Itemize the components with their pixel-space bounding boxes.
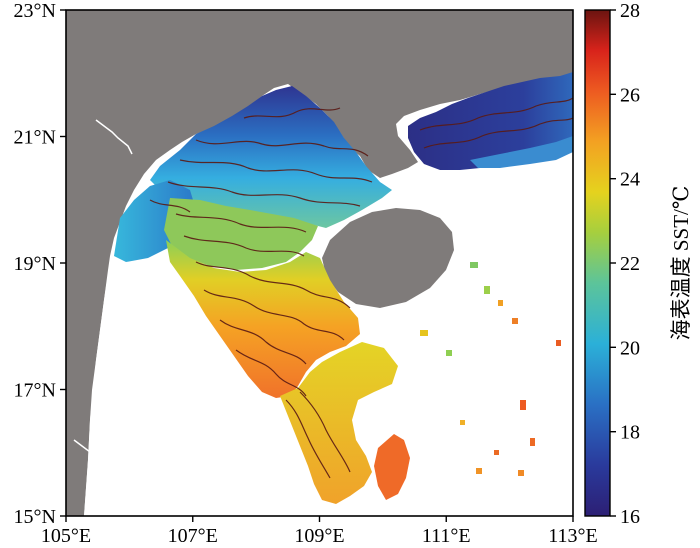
lon-label-107: 107°E (168, 525, 218, 547)
sst-north-gulf (150, 86, 392, 228)
colorbar-tick-26: 26 (620, 84, 640, 106)
river-west (95, 119, 133, 155)
nodata-southwest (84, 260, 310, 516)
sst-south-coast (280, 342, 398, 504)
sst-south-gulf (166, 240, 360, 398)
colorbar-ticks (610, 9, 616, 517)
lat-label-23: 23°N (14, 0, 56, 22)
colorbar-title: 海表温度 SST/℃ (669, 186, 693, 341)
colorbar-tick-20: 20 (620, 337, 640, 359)
sst-east-coast (408, 72, 573, 170)
river-southwest (73, 439, 105, 501)
colorbar-tick-28: 28 (620, 0, 640, 22)
sst-south-patch (374, 434, 410, 500)
sst-east-strip (470, 136, 573, 168)
lon-label-105: 105°E (41, 525, 91, 547)
lat-ticks (60, 9, 66, 517)
sst-central-gulf (164, 198, 318, 270)
colorbar: 28 26 24 22 20 18 16 海表温度 SST/℃ (584, 0, 693, 528)
lat-label-21: 21°N (14, 127, 56, 149)
colorbar-tick-24: 24 (620, 169, 640, 191)
colorbar-tick-22: 22 (620, 253, 640, 275)
lon-label-109: 109°E (294, 525, 344, 547)
land-hainan (322, 208, 454, 308)
lon-ticks (65, 516, 574, 522)
colorbar-tick-18: 18 (620, 422, 640, 444)
lat-label-15: 15°N (14, 506, 56, 528)
land-north (66, 10, 573, 516)
colorbar-tick-16: 16 (620, 506, 640, 528)
map-plot-area (66, 10, 573, 516)
colorbar-gradient (584, 9, 611, 517)
lon-label-113: 113°E (548, 525, 597, 547)
isotherm-contours (149, 97, 573, 479)
scattered-sst-pixels (420, 262, 561, 476)
lat-label-19: 19°N (14, 253, 56, 275)
lat-label-17: 17°N (14, 380, 56, 402)
lon-label-111: 111°E (422, 525, 471, 547)
